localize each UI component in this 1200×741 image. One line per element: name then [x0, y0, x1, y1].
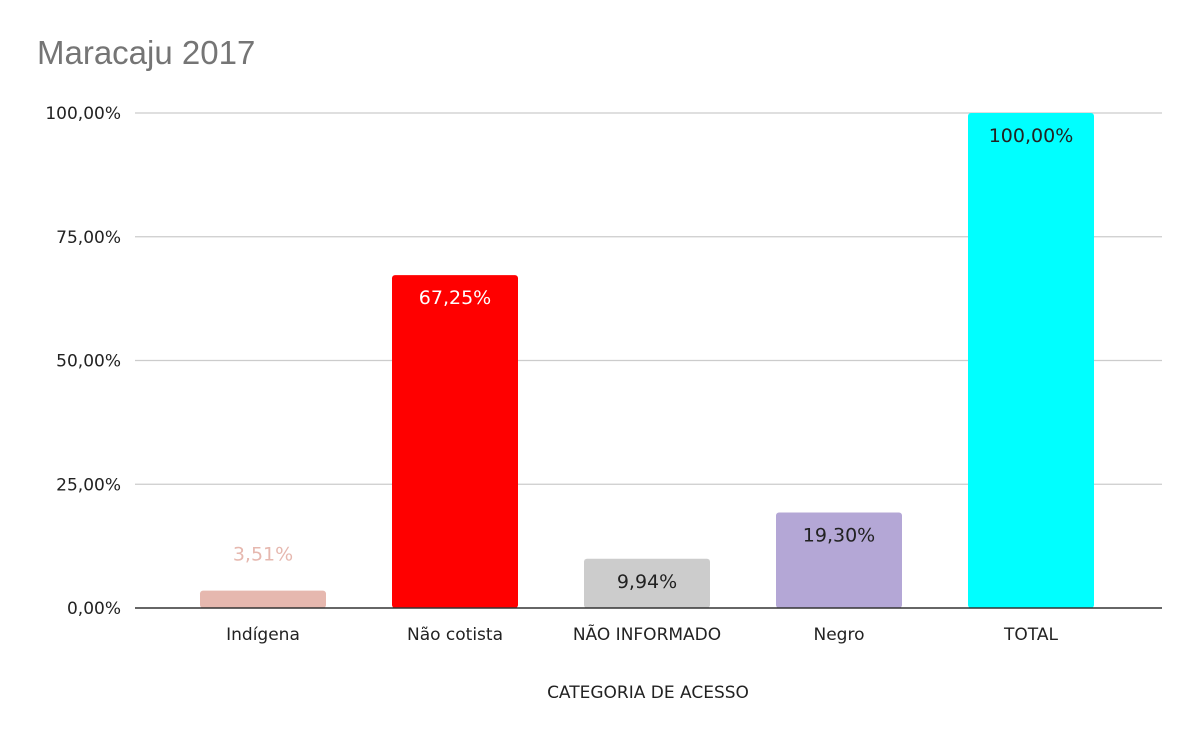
x-axis-title: CATEGORIA DE ACESSO — [547, 683, 749, 703]
y-tick-label: 0,00% — [67, 599, 121, 619]
y-tick-label: 100,00% — [45, 104, 121, 124]
bar — [200, 590, 326, 608]
bar — [392, 275, 518, 608]
y-axis-ticks: 0,00% 25,00% 50,00% 75,00% 100,00% — [45, 104, 121, 619]
bar-value-label: 3,51% — [233, 544, 293, 566]
y-tick-label: 50,00% — [56, 352, 121, 372]
x-category-label: NÃO INFORMADO — [573, 623, 721, 645]
bars — [200, 113, 1094, 608]
y-tick-label: 75,00% — [56, 228, 121, 248]
bar — [776, 512, 902, 608]
data-labels: 3,51% 67,25% 9,94% 19,30% 100,00% — [233, 125, 1073, 593]
chart-title: Maracaju 2017 — [37, 34, 256, 71]
y-tick-label: 25,00% — [56, 475, 121, 495]
bar-value-label: 9,94% — [617, 571, 677, 593]
bar-value-label: 100,00% — [989, 125, 1074, 147]
x-category-label: Negro — [814, 625, 865, 645]
bar — [968, 113, 1094, 608]
x-category-label: Indígena — [226, 625, 300, 645]
x-category-label: Não cotista — [407, 625, 503, 645]
x-axis-categories: Indígena Não cotista NÃO INFORMADO Negro TOT… — [226, 623, 1058, 645]
bar-value-label: 19,30% — [803, 524, 875, 546]
bar-value-label: 67,25% — [419, 287, 491, 309]
bar — [584, 558, 710, 608]
x-category-label: TOTAL — [1003, 625, 1058, 645]
